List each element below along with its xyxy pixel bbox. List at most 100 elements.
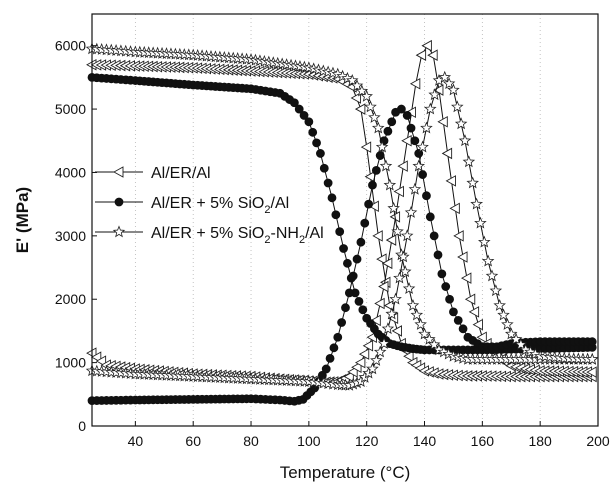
data-point	[415, 49, 427, 61]
data-point	[368, 200, 379, 213]
data-point	[378, 280, 389, 293]
data-point	[360, 141, 372, 153]
legend-label: Al/ER/Al	[151, 165, 211, 182]
data-point	[481, 254, 495, 267]
data-point	[358, 305, 368, 315]
data-point	[400, 229, 414, 242]
data-point	[379, 159, 393, 172]
series-line	[91, 44, 593, 383]
data-point	[374, 297, 385, 310]
data-point	[451, 100, 464, 113]
data-point	[376, 253, 387, 265]
data-point	[453, 230, 464, 242]
data-point	[472, 318, 483, 331]
data-point	[466, 176, 479, 189]
data-point	[385, 307, 399, 320]
data-point	[347, 366, 358, 378]
data-point	[449, 202, 460, 215]
data-point	[337, 318, 347, 327]
data-point	[341, 303, 350, 313]
y-axis-title: E' (MPa)	[13, 187, 32, 253]
legend-label: Al/ER + 5% SiO2/Al	[151, 195, 289, 216]
data-point	[425, 212, 435, 222]
data-point	[585, 352, 599, 365]
data-point	[345, 73, 359, 86]
data-point	[316, 149, 325, 158]
legend-label-part: Al/ER + 5% SiO	[151, 195, 264, 212]
y-axis: 0 1000 2000 3000 4000 5000 6000	[55, 38, 97, 434]
data-point	[424, 102, 437, 115]
legend-item: Al/ER + 5% SiO2-NH2/Al	[95, 225, 324, 246]
x-tick-label: 180	[528, 433, 552, 449]
data-point	[454, 117, 468, 130]
data-point	[437, 269, 447, 279]
data-point	[389, 292, 402, 305]
data-point	[355, 84, 369, 97]
data-point	[402, 282, 416, 294]
data-point	[381, 322, 395, 335]
data-point	[368, 110, 381, 123]
data-point	[428, 88, 441, 101]
data-point	[375, 140, 389, 153]
data-point	[489, 284, 503, 297]
data-point	[429, 231, 439, 241]
legend-marker	[112, 225, 126, 238]
data-point	[478, 235, 491, 248]
data-point	[406, 123, 416, 133]
data-point	[422, 191, 431, 201]
data-point	[468, 306, 480, 318]
x-tick-label: 200	[586, 433, 610, 449]
data-point	[442, 77, 456, 90]
data-point	[373, 345, 387, 358]
data-point	[464, 293, 476, 305]
y-tick-label: 4000	[55, 164, 86, 180]
data-point	[343, 258, 352, 268]
x-tick-label: 140	[413, 433, 437, 449]
data-point	[344, 288, 354, 298]
data-point	[387, 201, 400, 214]
data-point	[462, 155, 476, 168]
x-tick-label: 100	[297, 433, 321, 449]
data-point	[308, 127, 318, 137]
legend-label-part: /Al	[305, 225, 324, 242]
data-point	[408, 182, 422, 195]
data-point	[294, 104, 304, 114]
data-point	[423, 332, 436, 345]
data-point	[289, 98, 299, 108]
data-point	[383, 126, 393, 136]
data-point	[354, 356, 366, 369]
data-point	[441, 282, 451, 291]
data-point	[416, 140, 429, 153]
series-layer	[85, 39, 599, 406]
data-point	[360, 218, 370, 228]
data-point	[385, 234, 397, 246]
x-axis: 40 60 80 100 120 140 160 180 200	[128, 421, 610, 449]
data-point	[335, 227, 345, 237]
data-point	[453, 315, 463, 325]
data-point	[372, 230, 383, 242]
x-tick-label: 160	[471, 433, 495, 449]
data-point	[354, 296, 364, 306]
data-point	[410, 308, 424, 321]
data-point	[371, 165, 381, 175]
data-point	[356, 237, 366, 247]
legend-label-part: 2	[264, 204, 270, 216]
data-point	[474, 216, 487, 229]
data-point	[329, 343, 339, 353]
legend-label-part: Al/ER/Al	[151, 165, 211, 182]
legend-label: Al/ER + 5% SiO2-NH2/Al	[151, 225, 324, 246]
data-point	[377, 337, 391, 349]
data-point	[393, 185, 404, 198]
data-point	[421, 39, 432, 52]
data-point	[391, 225, 404, 237]
data-point	[457, 251, 468, 263]
data-point	[393, 271, 406, 284]
data-point	[299, 111, 309, 120]
legend-item: Al/ER/Al	[95, 165, 211, 182]
y-tick-label: 3000	[55, 228, 86, 244]
data-point	[370, 353, 383, 366]
data-point	[504, 327, 518, 340]
legend-item: Al/ER + 5% SiO2/Al	[95, 195, 289, 216]
data-point	[396, 104, 406, 114]
data-point	[587, 337, 597, 347]
